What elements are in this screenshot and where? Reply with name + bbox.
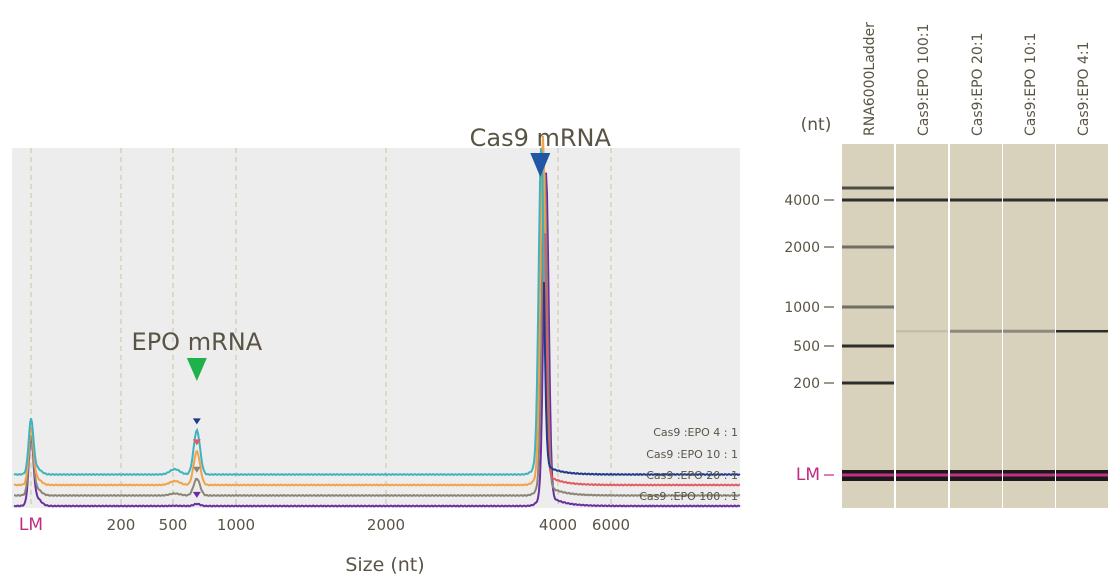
trace-2 [14, 172, 548, 498]
trace-1 [13, 135, 546, 487]
gel-tick-label-0: 4000 [784, 193, 820, 209]
trace-0 [13, 148, 545, 477]
legend-label-2: Cas9 :EPO 20 : 1 [646, 469, 738, 482]
trace-tail-3 [548, 325, 741, 508]
traces [13, 135, 741, 508]
gel-lane-4 [1056, 144, 1108, 508]
x-tick-label-1: 200 [107, 516, 136, 534]
trace-3 [13, 172, 550, 508]
gel-lane-0 [842, 144, 894, 508]
trace-tail-1 [544, 233, 740, 487]
band-0-2 [842, 245, 894, 249]
annotations: EPO mRNA Cas9 mRNA [132, 124, 612, 381]
band-0-4 [842, 344, 894, 348]
gridlines [30, 148, 612, 508]
band-0-1 [842, 198, 894, 202]
trace-tail-0 [543, 282, 741, 477]
gel-tick-label-2: 1000 [784, 300, 820, 316]
trace-tail-2 [546, 288, 741, 498]
lm-band-stripe-2 [950, 473, 1002, 477]
gel-lane-1 [896, 144, 948, 508]
electropherogram: Cas9 :EPO 4 : 1 Cas9 :EPO 10 : 1 Cas9 :EPO… [12, 124, 741, 576]
plot-area [12, 148, 740, 508]
gel-tick-label-3: 500 [793, 339, 820, 355]
lane-label-4: Cas9:EPO 4:1 [1076, 41, 1092, 136]
x-tick-label-4: 2000 [367, 516, 405, 534]
peak-marker-2 [192, 466, 201, 473]
peak-marker-1 [192, 439, 201, 446]
peak-markers [192, 418, 201, 498]
gel-image: (nt) RNA6000Ladder Cas9:EPO 100:1 Cas9:EPO… [784, 22, 1108, 508]
lm-band-stripe-1 [896, 473, 948, 477]
medium-band-3-0 [1003, 329, 1055, 333]
gel-tick-label-5: LM [796, 465, 820, 485]
gel-lanes [842, 144, 1108, 508]
annotation-arrow-1 [530, 153, 551, 177]
lane-labels: RNA6000Ladder Cas9:EPO 100:1 Cas9:EPO 20:1… [862, 22, 1092, 136]
peak-marker-3 [192, 491, 201, 498]
medium-band-2-0 [950, 329, 1002, 333]
x-tick-label-3: 1000 [217, 516, 255, 534]
annotation-arrow-0 [186, 358, 207, 381]
lane-label-0: RNA6000Ladder [862, 22, 878, 136]
band-2-0 [950, 198, 1002, 202]
gel-unit-label: (nt) [801, 115, 832, 135]
legend-label-0: Cas9 :EPO 4 : 1 [653, 426, 738, 439]
band-1-0 [896, 198, 948, 202]
legend: Cas9 :EPO 4 : 1 Cas9 :EPO 10 : 1 Cas9 :EPO… [639, 426, 738, 503]
legend-label-1: Cas9 :EPO 10 : 1 [646, 448, 738, 461]
x-axis-label: Size (nt) [345, 554, 424, 576]
faint-band-1-0 [896, 330, 948, 333]
band-0-0 [842, 186, 894, 190]
x-tick-label-6: 6000 [592, 516, 630, 534]
lm-band-stripe-0 [842, 473, 894, 477]
x-tick-label-2: 500 [159, 516, 188, 534]
legend-label-3: Cas9 :EPO 100 : 1 [639, 490, 738, 503]
gel-tick-label-4: 200 [793, 376, 820, 392]
lm-band-stripe-3 [1003, 473, 1055, 477]
lm-band-stripe-4 [1056, 473, 1108, 477]
gel-lane-2 [950, 144, 1002, 508]
annotation-label-0: EPO mRNA [132, 328, 263, 356]
lane-label-3: Cas9:EPO 10:1 [1023, 33, 1039, 136]
x-tick-labels: LM 200 500 1000 2000 4000 6000 [19, 515, 630, 535]
band-4-0 [1056, 198, 1108, 202]
band-0-3 [842, 305, 894, 309]
lane-label-2: Cas9:EPO 20:1 [970, 33, 986, 136]
annotation-label-1: Cas9 mRNA [470, 124, 612, 152]
x-tick-label-5: 4000 [539, 516, 577, 534]
gel-tick-label-1: 2000 [784, 240, 820, 256]
band-4-1 [1056, 329, 1108, 333]
x-tick-label-0: LM [19, 515, 43, 535]
band-0-5 [842, 381, 894, 385]
gel-size-ticks: 4000 2000 1000 500 200 LM [784, 193, 834, 485]
band-3-0 [1003, 198, 1055, 202]
lane-label-1: Cas9:EPO 100:1 [916, 24, 932, 136]
peak-marker-0 [192, 418, 201, 425]
gel-lane-3 [1003, 144, 1055, 508]
